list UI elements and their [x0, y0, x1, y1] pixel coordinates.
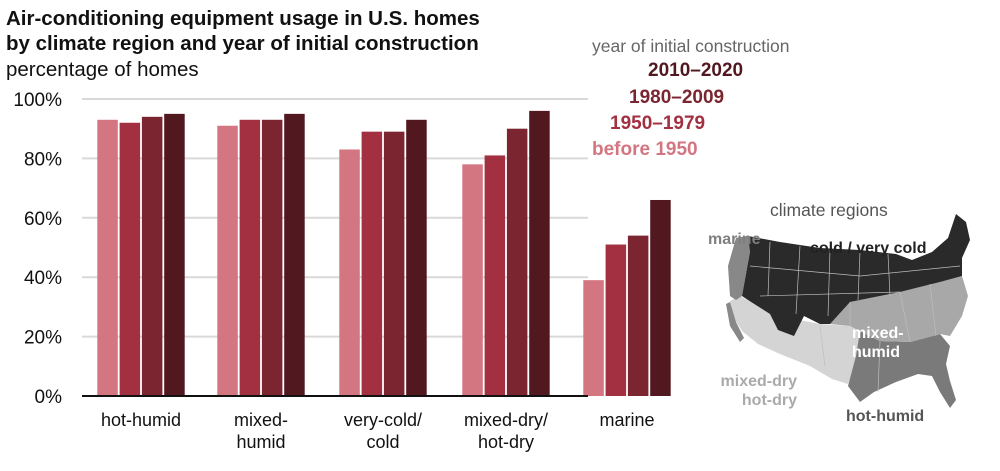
us-map-graphic	[726, 214, 970, 408]
bar-group-hot-humid	[97, 113, 185, 396]
bar-hot-humid-1980-2009	[141, 116, 163, 396]
bar-mixed-dry-hot-dry-before-1950	[462, 164, 483, 396]
x-category-label-0-line-0: hot-humid	[101, 410, 181, 430]
x-axis-category-labels: hot-humid mixed-humid very-cold/cold mixed-…	[101, 410, 655, 452]
map-label-hot-humid: hot-humid	[846, 408, 925, 425]
bar-marine-2010-2020	[650, 199, 671, 396]
x-category-label-2-line-0: very-cold/	[344, 410, 422, 430]
bar-mixed-dry-hot-dry-2010-2020	[529, 110, 550, 396]
bar-mixed-humid-2010-2020	[284, 113, 305, 396]
x-category-label-4-line-0: marine	[599, 410, 654, 430]
legend: year of initial construction 2010–2020 1…	[592, 36, 832, 160]
map-label-cold-very-cold: cold / very cold	[810, 240, 927, 257]
x-category-label-3-line-0: mixed-dry/	[464, 410, 548, 430]
map-label-mixed-humid: mixed- humid	[852, 324, 904, 362]
map-label-mixed-dry-line-1: mixed-dry	[720, 373, 797, 390]
x-category-label-1-line-1: humid	[236, 432, 285, 452]
map-title: climate regions	[770, 200, 888, 220]
chart-title: Air-conditioning equipment usage in U.S.…	[6, 6, 480, 56]
map-label-mixed-dry-line-2: hot-dry	[741, 392, 797, 409]
bar-group-mixed-humid	[217, 113, 305, 396]
bar-hot-humid-2010-2020	[164, 113, 185, 396]
y-tick-label-60: 60%	[24, 209, 62, 230]
bar-mixed-humid-before-1950	[217, 125, 238, 396]
bar-mixed-dry-hot-dry-1980-2009	[506, 128, 528, 396]
legend-item-1950-1979: 1950–1979	[610, 113, 706, 134]
bar-group-mixed-dry-hot-dry	[462, 110, 550, 396]
map-label-mixed-dry-hot-dry: mixed-dry hot-dry	[705, 372, 797, 410]
legend-item-1980-2009: 1980–2009	[629, 87, 725, 108]
bar-very-cold-cold-2010-2020	[406, 119, 427, 396]
bar-marine-before-1950	[583, 280, 604, 396]
legend-item-before-1950: before 1950	[592, 139, 698, 160]
climate-region-map: climate regions marine cold / very cold …	[700, 196, 990, 436]
region-mixed-humid	[810, 276, 968, 342]
bar-hot-humid-1950-1979	[119, 122, 141, 396]
x-category-label-2-line-1: cold	[366, 432, 399, 452]
y-tick-label-20: 20%	[24, 328, 62, 349]
map-label-mixed-humid-line-1: mixed-	[852, 325, 904, 342]
x-category-label-3-line-1: hot-dry	[478, 432, 534, 452]
chart-title-line-2: by climate region and year of initial co…	[6, 32, 479, 55]
y-tick-label-40: 40%	[24, 268, 62, 289]
region-cold-very-cold	[742, 214, 970, 336]
bar-very-cold-cold-before-1950	[339, 149, 360, 396]
region-marine-coast	[726, 302, 744, 342]
state-borders	[749, 241, 961, 393]
bar-very-cold-cold-1980-2009	[383, 131, 405, 397]
bar-marine-1950-1979	[605, 244, 627, 396]
chart-title-line-1: Air-conditioning equipment usage in U.S.…	[6, 7, 480, 30]
bar-mixed-humid-1950-1979	[239, 119, 261, 396]
y-tick-label-0: 0%	[35, 387, 63, 408]
legend-title: year of initial construction	[592, 36, 790, 56]
bar-hot-humid-before-1950	[97, 119, 118, 396]
bar-group-marine	[583, 199, 671, 396]
bar-marine-1980-2009	[627, 235, 649, 396]
y-tick-label-100: 100%	[13, 90, 62, 111]
region-marine	[728, 236, 750, 300]
bar-mixed-dry-hot-dry-1950-1979	[484, 155, 506, 396]
legend-item-2010-2020: 2010–2020	[648, 60, 744, 81]
chart-subtitle: percentage of homes	[6, 58, 199, 81]
bars	[97, 110, 671, 397]
y-tick-label-80: 80%	[24, 149, 62, 170]
region-hot-humid	[848, 331, 956, 408]
region-mixed-dry-hot-dry	[730, 296, 860, 384]
x-category-label-1-line-0: mixed-	[234, 410, 288, 430]
map-label-mixed-humid-line-2: humid	[852, 344, 900, 361]
map-label-marine: marine	[708, 231, 761, 248]
bar-group-very-cold-cold	[339, 119, 427, 397]
bar-very-cold-cold-1950-1979	[361, 131, 383, 397]
y-axis-tick-labels: 0% 20% 40% 60% 80% 100%	[13, 90, 62, 408]
bar-mixed-humid-1980-2009	[261, 119, 283, 396]
